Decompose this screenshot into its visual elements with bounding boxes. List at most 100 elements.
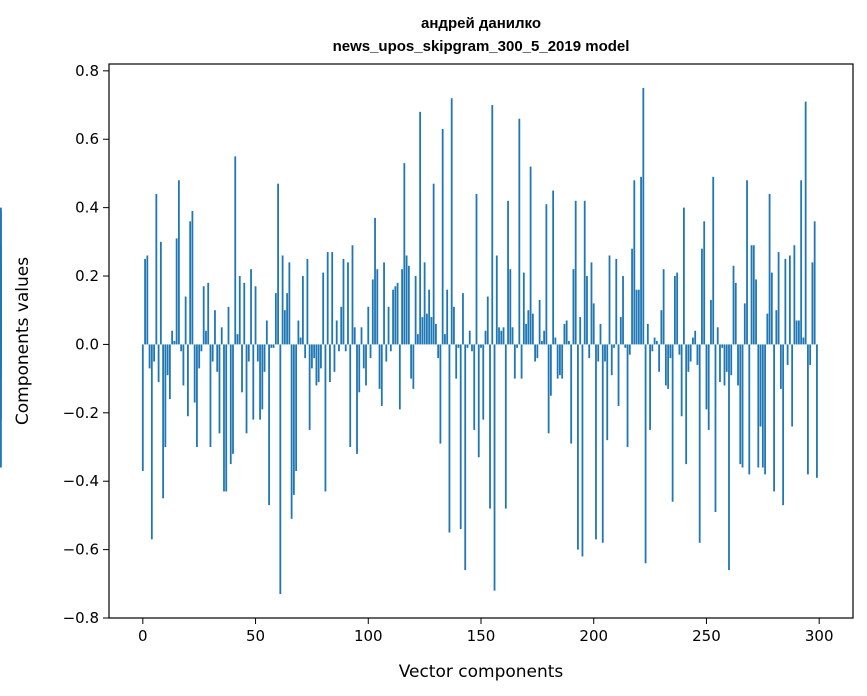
bar-118 xyxy=(407,265,410,345)
bar-117 xyxy=(405,255,408,345)
bar-23 xyxy=(193,344,196,403)
bar-224 xyxy=(646,323,649,345)
bar-2 xyxy=(146,255,149,345)
bar-144 xyxy=(466,344,469,348)
bar-260 xyxy=(728,344,730,571)
bar-106 xyxy=(380,344,383,406)
bar-216 xyxy=(628,344,631,355)
bar-156 xyxy=(493,344,496,591)
bar-259 xyxy=(725,344,728,372)
bar-26 xyxy=(200,344,203,352)
bar-183 xyxy=(554,337,557,345)
bar-58 xyxy=(272,344,275,348)
bar-173 xyxy=(531,313,534,345)
bar-294 xyxy=(804,101,807,345)
bar-125 xyxy=(423,262,426,345)
bar-61 xyxy=(279,344,282,595)
bar-33 xyxy=(216,344,219,372)
bar-287 xyxy=(788,255,791,345)
bar-16 xyxy=(177,180,180,345)
bar-171 xyxy=(527,310,530,345)
y-tick-label: 0.0 xyxy=(75,335,99,353)
bar-94 xyxy=(353,327,356,345)
bar-273 xyxy=(757,344,760,468)
bar-245 xyxy=(694,330,697,345)
bar-197 xyxy=(586,276,588,345)
bar-191 xyxy=(572,269,575,345)
bar-167 xyxy=(518,118,521,345)
y-tick-label: 0.2 xyxy=(75,267,99,285)
bar-263 xyxy=(734,282,737,345)
bar-269 xyxy=(748,344,751,475)
bar-234 xyxy=(669,344,672,359)
bar-27 xyxy=(202,286,205,345)
x-tick-label: 250 xyxy=(692,627,721,645)
bar-179 xyxy=(545,204,548,345)
bar-56 xyxy=(268,344,270,506)
bar-188 xyxy=(565,320,568,345)
bar-226 xyxy=(651,344,654,352)
bar-52 xyxy=(259,344,261,420)
bar-110 xyxy=(389,344,392,352)
bar-32 xyxy=(214,310,216,345)
bar-268 xyxy=(746,180,748,345)
bar-256 xyxy=(719,344,721,383)
bar-223 xyxy=(644,344,647,564)
bar-134 xyxy=(444,334,446,345)
bar-4 xyxy=(150,344,153,540)
bar-70 xyxy=(299,337,302,345)
bar-161 xyxy=(504,344,507,509)
bar-221 xyxy=(640,176,642,345)
bar-78 xyxy=(317,344,320,383)
bar-201 xyxy=(595,344,597,540)
bar-229 xyxy=(658,344,661,372)
bar-42 xyxy=(236,334,239,345)
bar-209 xyxy=(613,344,615,348)
bar-68 xyxy=(295,344,298,471)
bar-62 xyxy=(281,255,284,345)
y-axis-label: Components values xyxy=(13,257,33,425)
bar-113 xyxy=(396,282,399,345)
bar-85 xyxy=(333,344,336,372)
bar-109 xyxy=(387,306,390,345)
bar-119 xyxy=(410,344,413,379)
bar-43 xyxy=(238,276,241,345)
bar-199 xyxy=(590,262,593,345)
x-tick-label: 150 xyxy=(467,627,496,645)
bar-115 xyxy=(401,269,403,345)
bar-45 xyxy=(243,282,246,345)
bar-184 xyxy=(556,344,559,379)
bar-137 xyxy=(450,98,453,345)
bar-203 xyxy=(599,323,602,345)
bar-230 xyxy=(660,310,663,345)
bar-29 xyxy=(207,282,210,345)
bar-86 xyxy=(335,320,338,345)
bar-21 xyxy=(189,221,192,345)
bar-116 xyxy=(403,163,406,345)
bar-251 xyxy=(707,344,710,430)
bar-series xyxy=(0,87,818,595)
bar-270 xyxy=(750,245,753,345)
bar-112 xyxy=(394,286,397,345)
bar-136 xyxy=(448,344,451,533)
bar-196 xyxy=(583,200,586,345)
bar-88 xyxy=(340,306,343,345)
bar-35 xyxy=(220,327,223,345)
bar-159 xyxy=(500,330,503,345)
bar-186 xyxy=(561,344,564,379)
bar-37 xyxy=(225,344,228,492)
bar-222 xyxy=(642,87,645,345)
bar-11 xyxy=(166,344,169,376)
bar-19 xyxy=(184,296,187,345)
bar-69 xyxy=(297,320,300,345)
bar-5 xyxy=(153,344,155,362)
bar-98 xyxy=(362,344,365,369)
bar-280 xyxy=(773,344,775,492)
bar-20 xyxy=(187,344,189,417)
bar-138 xyxy=(453,306,455,345)
bar-122 xyxy=(416,334,419,345)
x-tick-label: 100 xyxy=(354,627,383,645)
bar-51 xyxy=(256,344,259,362)
